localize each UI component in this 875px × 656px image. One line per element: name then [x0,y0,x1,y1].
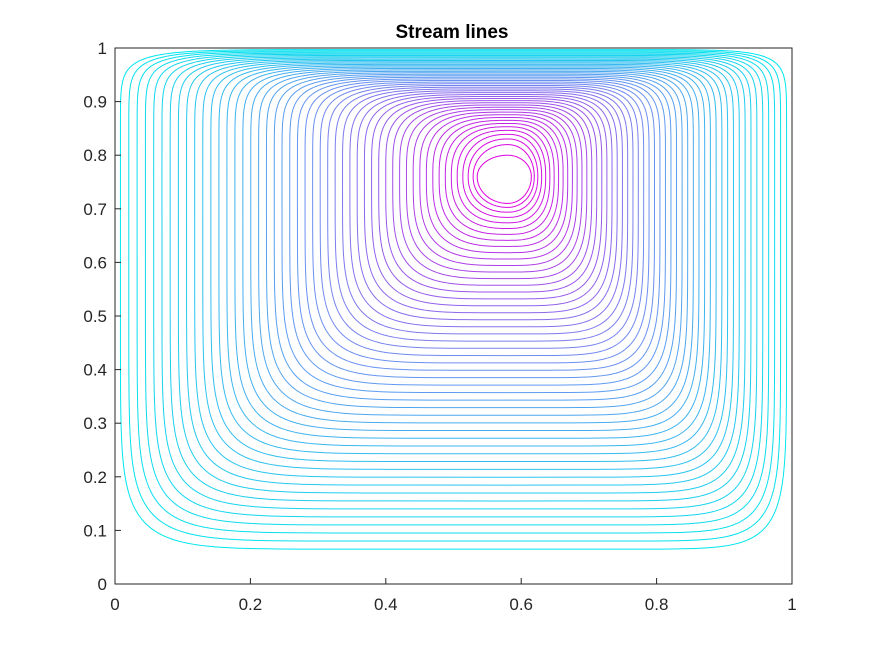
stream-line-contour [202,61,729,470]
stream-line-contour [153,53,764,518]
x-tick-label: 0.6 [509,595,533,614]
stream-line-contour [378,98,603,300]
stream-line-contour [450,126,551,229]
stream-line-contour [210,62,723,463]
stream-line-contour [289,76,666,386]
stream-line-contour [194,59,734,478]
stream-line-contour [399,104,588,280]
x-tick-label: 1 [787,595,796,614]
x-tick-label: 0.4 [374,595,398,614]
stream-line-contour [432,116,564,247]
stream-line-contour [281,75,672,394]
stream-line-contour [392,102,593,286]
stream-line-contour [342,88,629,335]
stream-line-contour [273,73,678,401]
stream-line-contour [234,66,706,439]
stream-line-contour [265,72,683,409]
stream-line-contour [119,49,788,550]
stream-line-contour [349,90,623,328]
y-tick-label: 0.9 [83,93,107,112]
stream-line-contours [119,49,788,550]
x-tick-label: 0.8 [645,595,669,614]
y-axis: 0 0.1 0.2 0.3 0.4 0.5 0.6 0.7 0.8 0.9 1 [83,39,121,594]
x-tick-label: 0.2 [239,595,263,614]
stream-line-contour [161,54,758,510]
stream-line-contour [136,51,776,534]
stream-line-contour [128,50,782,542]
stream-line-contour [304,79,656,371]
chart-title: Stream lines [396,22,509,43]
stream-line-contour [327,84,639,349]
stream-line-contour [385,100,598,293]
y-tick-label: 0.1 [83,521,107,540]
stream-line-contour [438,119,560,241]
y-tick-label: 1 [98,39,107,58]
stream-line-contour [412,109,578,266]
y-tick-label: 0.8 [83,146,107,165]
stream-line-contour [334,86,634,342]
stream-line-contour [226,65,711,447]
x-axis: 0 0.2 0.4 0.6 0.8 1 [110,578,797,614]
stream-line-contour [319,83,645,357]
stream-line-contour [312,81,650,364]
stream-line-contour [258,70,689,416]
stream-line-contour [356,92,618,321]
stream-line-contour [218,63,717,455]
y-tick-label: 0 [98,575,107,594]
stream-line-contour [363,94,613,314]
stream-line-contour [242,67,700,432]
stream-line-contour [296,78,661,379]
stream-line-contour [177,57,746,494]
y-tick-label: 0.3 [83,414,107,433]
stream-line-contour [419,111,573,260]
stream-line-contour [250,69,694,424]
stream-line-contour [476,154,532,204]
y-tick-label: 0.5 [83,307,107,326]
stream-line-contour [425,114,569,254]
y-tick-label: 0.7 [83,200,107,219]
y-tick-label: 0.6 [83,253,107,272]
x-tick-label: 0 [110,595,119,614]
stream-line-contour [186,58,740,486]
y-tick-label: 0.2 [83,468,107,487]
y-tick-label: 0.4 [83,361,107,380]
stream-line-contour [444,122,555,235]
stream-line-contour [472,144,535,208]
stream-line-contour [456,129,547,224]
stream-line-contour [462,133,543,218]
stream-line-contour [467,138,539,213]
stream-line-contour [169,56,752,502]
stream-line-contour [144,52,770,526]
stream-line-contour [371,96,608,307]
stream-line-contour [405,106,583,273]
